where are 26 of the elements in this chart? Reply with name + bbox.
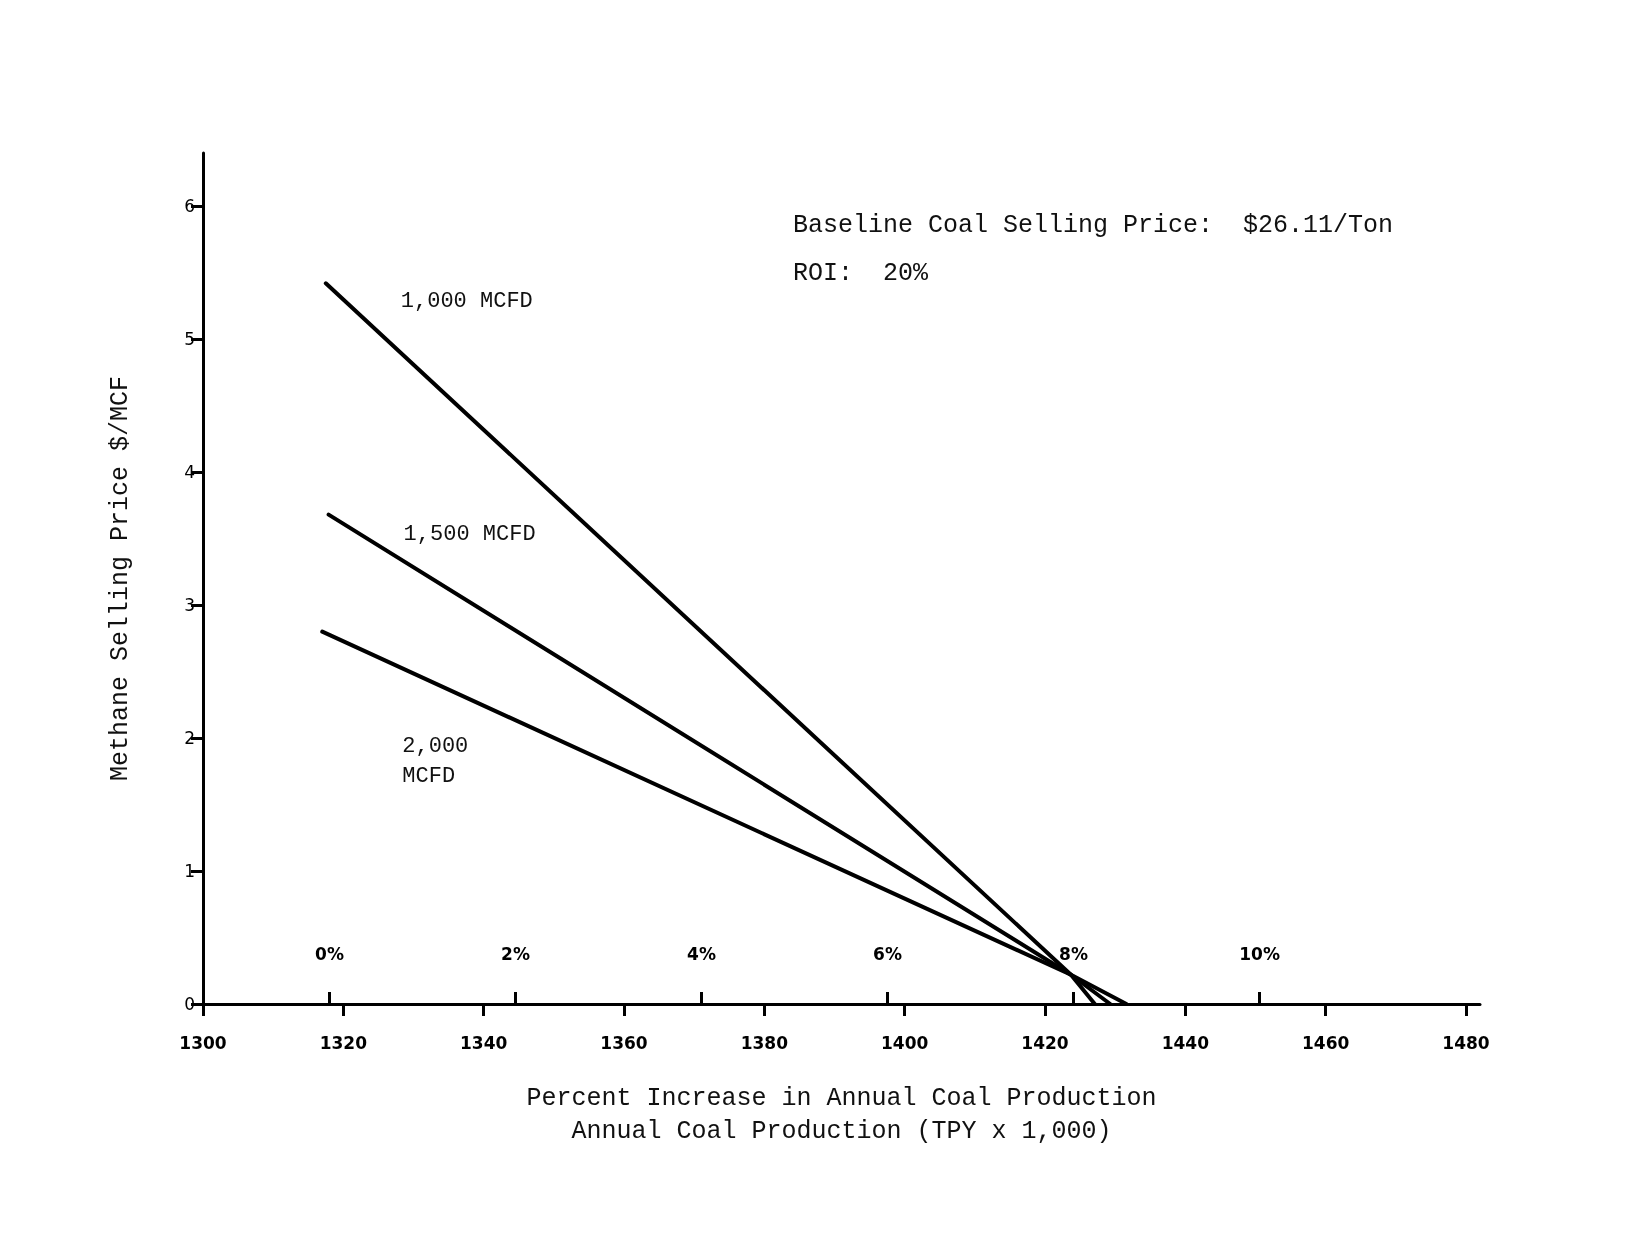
x-tick-label: 1420: [1021, 1032, 1069, 1053]
series-label: 1,000 MCFD: [400, 288, 533, 314]
x-tick-label: 1480: [1442, 1032, 1490, 1053]
y-axis-title: Methane Selling Price $/MCF: [106, 375, 135, 782]
x2-tick-label: 6%: [873, 943, 902, 964]
annotation: ROI: 20%: [793, 259, 930, 288]
series-label: 2,000 MCFD: [402, 734, 469, 790]
x-axis-title: Annual Coal Production (TPY x 1,000): [571, 1117, 1112, 1146]
x2-axis-title: Percent Increase in Annual Coal Production: [526, 1084, 1157, 1113]
x-tick-label: 1380: [740, 1032, 789, 1053]
x-tick-label: 1300: [179, 1032, 227, 1053]
annotation: Baseline Coal Selling Price: $26.11/Ton: [793, 211, 1394, 240]
y-tick-label: 2: [184, 728, 195, 749]
x-tick-label: 1360: [600, 1032, 648, 1053]
x-tick-label: 1440: [1161, 1032, 1210, 1053]
x-tick-label: 1460: [1301, 1032, 1350, 1053]
x2-tick-label: 4%: [687, 943, 716, 964]
x2-tick-label: 2%: [501, 943, 530, 964]
x2-tick-label: 10%: [1239, 943, 1280, 964]
x-tick-label: 1340: [460, 1032, 508, 1053]
x2-tick-label: 0%: [315, 943, 344, 964]
x-tick-label: 1320: [319, 1032, 368, 1053]
y-tick-label: 1: [184, 861, 195, 882]
x-tick-label: 1400: [880, 1032, 929, 1053]
x2-tick-label: 8%: [1059, 943, 1088, 964]
series-label: 1,500 MCFD: [403, 522, 536, 548]
